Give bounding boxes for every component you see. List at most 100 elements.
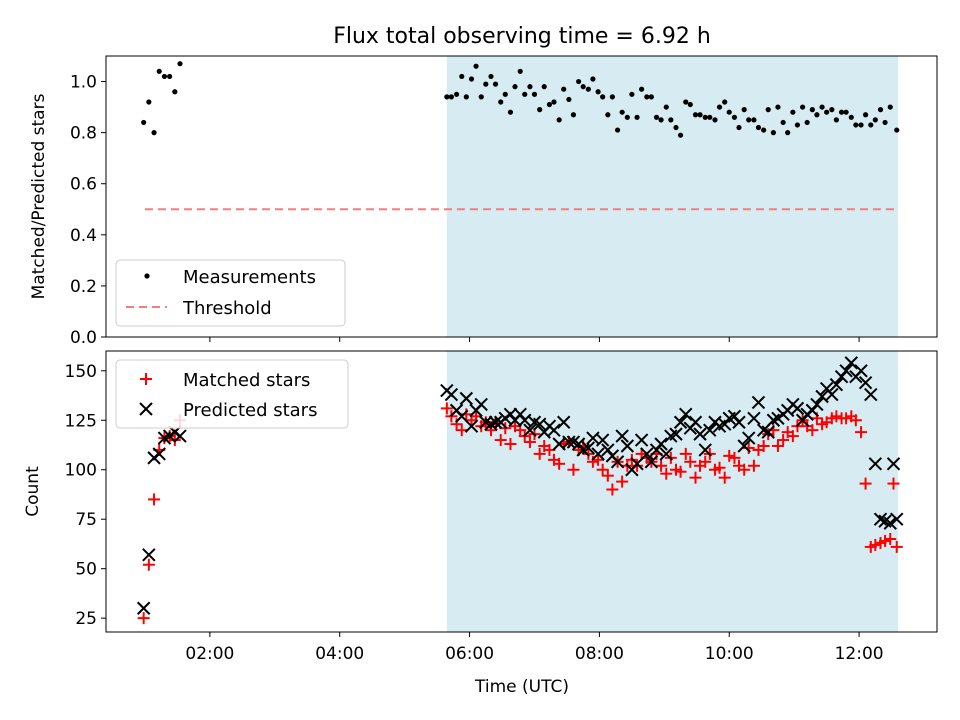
measurement-point <box>877 107 884 113</box>
predicted-star-point <box>825 387 839 402</box>
predicted-star-point <box>679 407 693 422</box>
predicted-star-point <box>459 391 474 406</box>
matched-star-point <box>679 447 692 460</box>
predicted-star-point <box>659 447 673 461</box>
measurement-point <box>161 73 168 80</box>
measurement-point <box>634 114 640 120</box>
measurement-point <box>712 117 718 123</box>
matched-star-point <box>601 469 614 482</box>
measurement-point <box>629 91 635 97</box>
measurement-point <box>507 109 514 115</box>
measurement-point <box>531 91 538 97</box>
measurement-point <box>141 119 147 126</box>
measurement-point <box>872 117 878 123</box>
matched-star-point <box>849 414 862 427</box>
measurement-point <box>775 104 781 110</box>
bottom-legend: Matched stars Predicted stars <box>115 359 349 429</box>
measurement-point <box>770 130 776 136</box>
legend-matched-marker <box>140 373 152 385</box>
matched-star-point <box>879 534 892 547</box>
predicted-star-point <box>810 397 824 412</box>
matched-star-point <box>567 463 580 476</box>
measurement-point <box>595 89 601 95</box>
matched-star-point <box>806 424 819 437</box>
predicted-star-point <box>747 411 761 425</box>
top-observing-span <box>446 56 899 337</box>
measurement-point <box>722 99 728 105</box>
measurement-point <box>546 101 553 108</box>
chart-title: Flux total observing time = 6.92 h <box>333 24 711 49</box>
predicted-star-point <box>615 429 629 443</box>
measurement-point <box>683 99 689 105</box>
matched-star-point <box>606 483 619 496</box>
measurement-point <box>829 107 835 113</box>
top-panel: 0.0 0.2 0.4 0.6 0.8 1.0 Matched/Predicted sta… <box>29 55 938 348</box>
measurement-point <box>887 104 893 110</box>
measurement-point <box>527 84 533 90</box>
measurement-point <box>765 107 771 113</box>
measurement-points <box>141 61 900 138</box>
measurement-point <box>167 73 173 80</box>
measurement-point <box>172 89 178 95</box>
measurement-point <box>156 68 162 74</box>
matched-star-point <box>137 612 150 625</box>
predicted-star-point <box>136 601 151 615</box>
x-tick-label: 06:00 <box>445 644 494 664</box>
matched-star-point <box>742 441 755 454</box>
measurement-point <box>498 99 504 105</box>
measurement-point <box>746 117 752 123</box>
measurement-point <box>146 99 152 105</box>
measurement-point <box>522 91 528 97</box>
measurement-point <box>882 119 888 126</box>
predicted-star-point <box>595 433 610 447</box>
measurement-point <box>731 114 738 120</box>
predicted-star-point <box>591 447 605 461</box>
matched-star-point <box>884 532 897 545</box>
x-tick-label: 08:00 <box>575 644 624 664</box>
measurement-point <box>726 109 732 115</box>
matched-star-point <box>460 408 473 421</box>
measurement-point <box>483 81 489 87</box>
predicted-star-point <box>732 415 746 429</box>
measurement-point <box>755 124 762 131</box>
predicted-stars-points <box>136 356 904 615</box>
measurement-point <box>590 76 596 82</box>
matched-star-point <box>723 449 736 462</box>
matched-star-point <box>616 475 629 488</box>
x-tick-label: 10:00 <box>705 644 754 664</box>
predicted-star-point <box>556 415 571 429</box>
predicted-star-point <box>640 447 654 461</box>
measurement-point <box>824 109 830 115</box>
bottom-axes-frame <box>105 350 938 633</box>
predicted-star-point <box>858 375 873 390</box>
matched-star-point <box>728 451 741 464</box>
predicted-star-point <box>766 413 781 427</box>
measurement-point <box>468 76 475 82</box>
predicted-star-point <box>444 387 459 402</box>
matched-star-point <box>718 471 731 484</box>
predicted-star-point <box>829 377 844 392</box>
matched-star-point <box>523 436 536 449</box>
measurement-point <box>790 109 796 115</box>
measurement-point <box>444 94 450 100</box>
predicted-star-point <box>868 457 883 471</box>
measurement-point <box>741 107 747 113</box>
measurement-point <box>609 94 615 100</box>
measurement-point <box>894 127 900 133</box>
measurement-point <box>716 104 723 110</box>
predicted-star-point <box>742 431 756 445</box>
measurement-point <box>819 104 825 110</box>
matched-star-point <box>887 477 900 490</box>
legend-predicted-label: Predicted stars <box>183 400 317 421</box>
predicted-star-point <box>698 443 712 457</box>
matched-star-point <box>660 467 673 480</box>
predicted-star-point <box>581 441 596 455</box>
bottom-y-tick-label: 100 <box>65 461 97 481</box>
measurement-point <box>551 99 557 105</box>
measurement-point <box>677 132 684 138</box>
measurement-point <box>512 84 518 90</box>
measurement-point <box>648 94 654 100</box>
measurement-point <box>556 117 562 123</box>
measurement-point <box>736 124 742 131</box>
predicted-star-point <box>488 415 503 429</box>
